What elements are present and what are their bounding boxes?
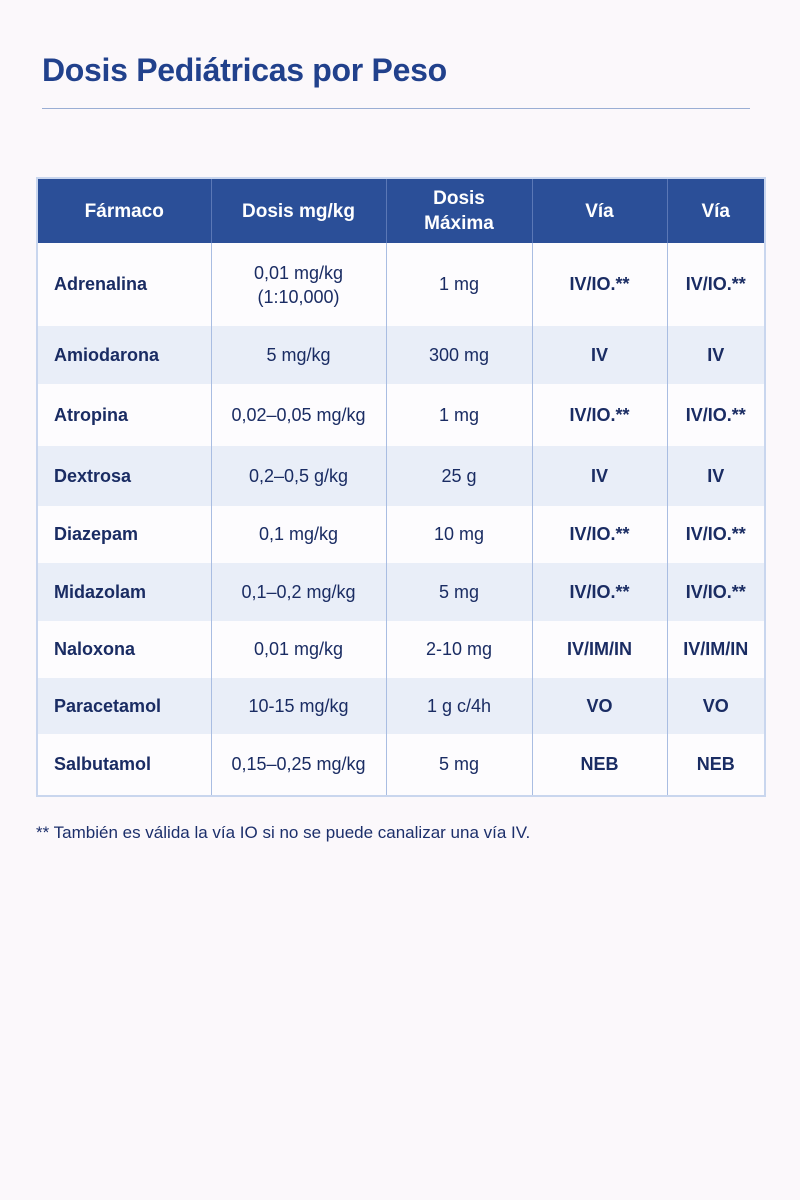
dose-per-kg: 10-15 mg/kg xyxy=(210,678,386,734)
max-dose: 1 g c/4h xyxy=(385,678,532,734)
table-row: Salbutamol 0,15–0,25 mg/kg 5 mg NEB NEB xyxy=(37,734,765,796)
route: IV/IO.** xyxy=(531,384,667,446)
drug-name: Amiodarona xyxy=(37,326,211,384)
drug-name: Naloxona xyxy=(37,621,211,678)
drug-name: Salbutamol xyxy=(37,734,211,796)
max-dose: 10 mg xyxy=(385,506,532,563)
route: VO xyxy=(666,678,765,734)
column-header: Fármaco xyxy=(37,178,211,243)
route: VO xyxy=(531,678,667,734)
route: IV/IM/IN xyxy=(531,621,667,678)
max-dose: 300 mg xyxy=(385,326,532,384)
max-dose: 5 mg xyxy=(385,563,532,621)
route: NEB xyxy=(531,734,667,796)
drug-name: Diazepam xyxy=(37,506,211,563)
route: IV/IO.** xyxy=(531,563,667,621)
table-row: Amiodarona 5 mg/kg 300 mg IV IV xyxy=(37,326,765,384)
route: NEB xyxy=(666,734,765,796)
drug-name: Adrenalina xyxy=(37,243,211,326)
max-dose: 5 mg xyxy=(385,734,532,796)
route: IV/IM/IN xyxy=(666,621,765,678)
dose-per-kg: 0,1 mg/kg xyxy=(210,506,386,563)
table-row: Midazolam 0,1–0,2 mg/kg 5 mg IV/IO.** IV/IO.… xyxy=(37,563,765,621)
max-dose: 2-10 mg xyxy=(385,621,532,678)
route: IV/IO.** xyxy=(666,384,765,446)
dose-per-kg: 0,1–0,2 mg/kg xyxy=(210,563,386,621)
table-header-row: Fármaco Dosis mg/kg Dosis Máxima Vía Vía xyxy=(37,178,765,243)
route: IV xyxy=(666,446,765,506)
title-divider xyxy=(42,108,750,109)
page-title: Dosis Pediátricas por Peso xyxy=(42,52,447,88)
dose-per-kg: 5 mg/kg xyxy=(210,326,386,384)
table-row: Dextrosa 0,2–0,5 g/kg 25 g IV IV xyxy=(37,446,765,506)
dosage-table: Fármaco Dosis mg/kg Dosis Máxima Vía Vía Adr… xyxy=(36,177,766,797)
dose-per-kg: 0,02–0,05 mg/kg xyxy=(210,384,386,446)
table-row: Adrenalina 0,01 mg/kg (1:10,000) 1 mg IV/IO… xyxy=(37,243,765,326)
column-header: Vía xyxy=(531,178,667,243)
drug-name: Dextrosa xyxy=(37,446,211,506)
dose-per-kg: 0,2–0,5 g/kg xyxy=(210,446,386,506)
column-header: Dosis mg/kg xyxy=(210,178,386,243)
dose-per-kg: 0,01 mg/kg xyxy=(210,621,386,678)
route: IV xyxy=(666,326,765,384)
table-row: Atropina 0,02–0,05 mg/kg 1 mg IV/IO.** IV/IO… xyxy=(37,384,765,446)
column-header: Dosis Máxima xyxy=(385,178,532,243)
table-row: Naloxona 0,01 mg/kg 2-10 mg IV/IM/IN IV/IM/I… xyxy=(37,621,765,678)
column-header: Vía xyxy=(666,178,765,243)
route: IV xyxy=(531,326,667,384)
route: IV xyxy=(531,446,667,506)
max-dose: 1 mg xyxy=(385,243,532,326)
route: IV/IO.** xyxy=(531,506,667,563)
footnote: ** También es válida la vía IO si no se … xyxy=(36,823,531,842)
table-row: Diazepam 0,1 mg/kg 10 mg IV/IO.** IV/IO.** xyxy=(37,506,765,563)
drug-name: Midazolam xyxy=(37,563,211,621)
dose-per-kg: 0,15–0,25 mg/kg xyxy=(210,734,386,796)
max-dose: 1 mg xyxy=(385,384,532,446)
dose-per-kg: 0,01 mg/kg (1:10,000) xyxy=(210,243,386,326)
max-dose: 25 g xyxy=(385,446,532,506)
route: IV/IO.** xyxy=(666,506,765,563)
drug-name: Atropina xyxy=(37,384,211,446)
drug-name: Paracetamol xyxy=(37,678,211,734)
route: IV/IO.** xyxy=(666,563,765,621)
route: IV/IO.** xyxy=(531,243,667,326)
table-row: Paracetamol 10-15 mg/kg 1 g c/4h VO VO xyxy=(37,678,765,734)
route: IV/IO.** xyxy=(666,243,765,326)
